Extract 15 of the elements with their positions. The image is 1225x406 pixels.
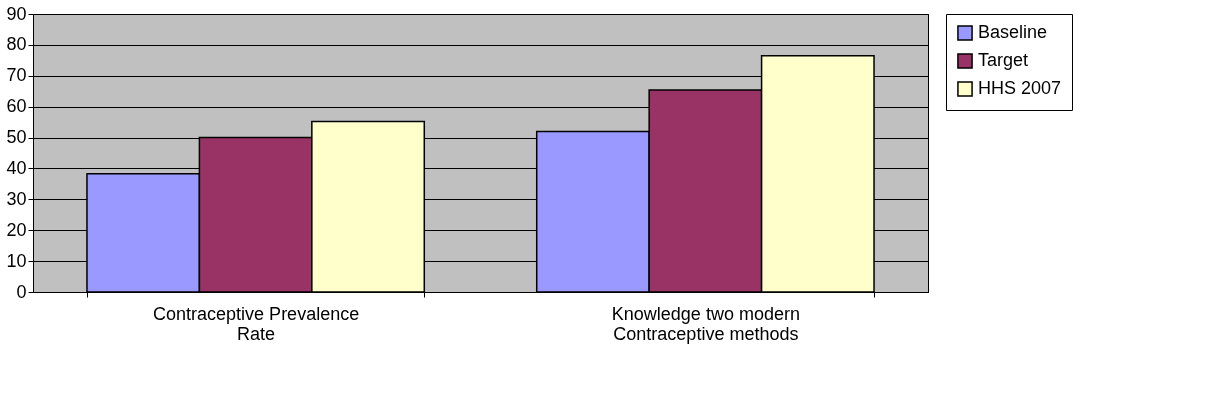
y-tick-label: 10	[6, 250, 27, 271]
legend-label: HHS 2007	[978, 78, 1062, 98]
y-tick-label: 20	[6, 219, 27, 240]
y-tick-label: 40	[6, 157, 27, 178]
y-tick-label: 50	[6, 127, 27, 148]
legend-label: Baseline	[978, 22, 1048, 42]
y-tick-label: 30	[6, 188, 27, 209]
y-tick-label: 60	[6, 96, 27, 117]
y-tick-label: 70	[6, 65, 27, 86]
y-tick-label: 90	[6, 3, 27, 24]
x-tick-label: Contraceptive Prevalence Rate	[153, 303, 360, 344]
x-tick-label: Knowledge two modern Contraceptive methods	[611, 303, 800, 344]
y-tick-label: 80	[6, 34, 27, 55]
legend-label: Target	[978, 50, 1029, 70]
y-tick-label: 0	[16, 281, 27, 302]
